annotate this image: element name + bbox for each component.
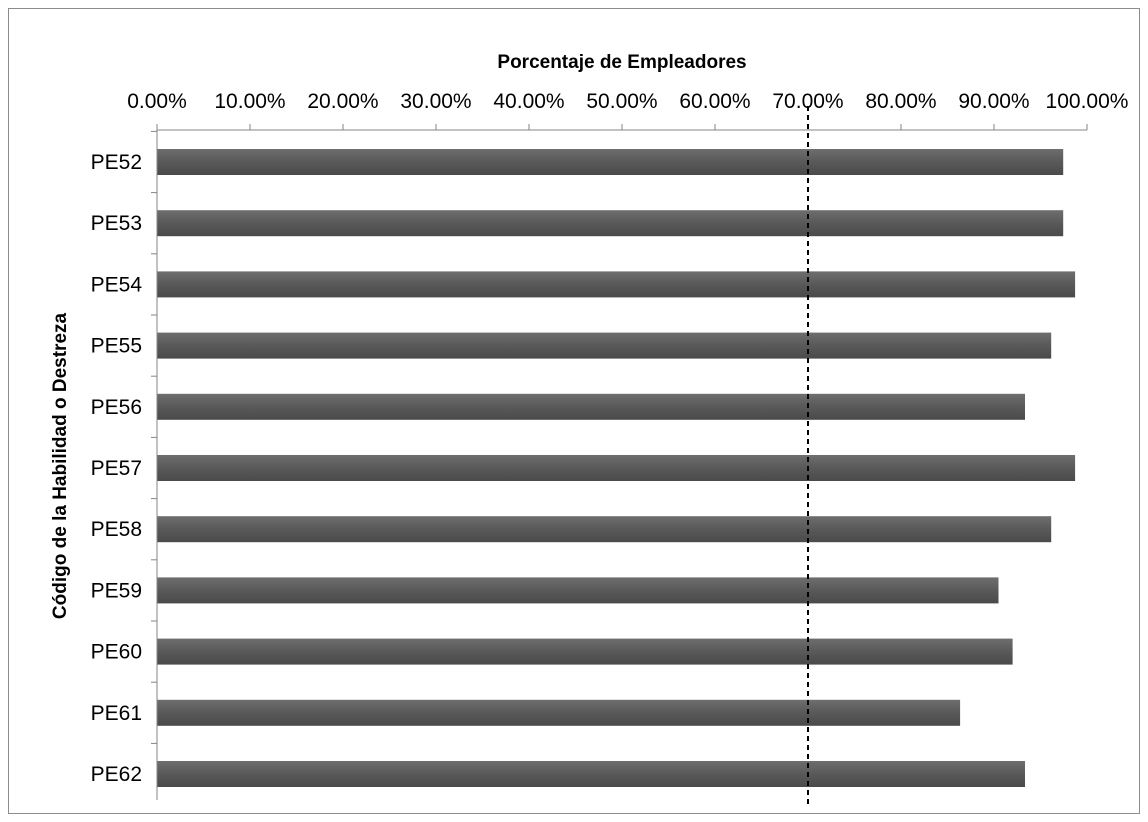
y-category-label: PE53 (91, 212, 142, 235)
bar-pe61 (157, 699, 961, 726)
x-tick-label: 20.00% (307, 90, 378, 113)
bar-pe60 (157, 638, 1013, 665)
chart-frame (8, 8, 1140, 814)
y-category-label: PE52 (91, 151, 142, 174)
y-category-label: PE56 (91, 396, 142, 419)
x-tick-label: 30.00% (400, 90, 471, 113)
bars-layer (157, 149, 1076, 787)
bar-pe57 (157, 455, 1076, 481)
x-tick-label: 100.00% (1046, 90, 1129, 113)
y-category-label: PE58 (91, 518, 142, 541)
bar-pe59 (157, 577, 999, 604)
bar-pe53 (157, 210, 1064, 237)
y-category-label: PE54 (91, 273, 143, 296)
y-category-label: PE59 (91, 579, 142, 602)
bar-pe55 (157, 332, 1052, 359)
bar-pe58 (157, 516, 1052, 543)
y-category-label: PE60 (91, 641, 142, 664)
bar-pe56 (157, 393, 1025, 420)
bar-pe52 (157, 149, 1064, 175)
y-category-label: PE55 (91, 335, 142, 358)
x-tick-label: 70.00% (772, 90, 843, 113)
y-category-label: PE61 (91, 702, 142, 725)
ticks-layer: 0.00% 10.00% 20.00% 30.00% 40.00% 50.00% 60.00… (127, 90, 1128, 130)
bar-pe62 (157, 761, 1025, 787)
x-tick-label: 0.00% (127, 90, 187, 113)
x-axis-title: Porcentaje de Empleadores (497, 52, 746, 73)
x-tick-label: 10.00% (214, 90, 285, 113)
category-labels: PE52 PE53 PE54 PE55 PE56 PE57 PE58 PE59 PE60 PE61… (91, 130, 157, 786)
y-category-label: PE57 (91, 457, 142, 480)
x-tick-label: 60.00% (679, 90, 750, 113)
y-category-label: PE62 (91, 763, 142, 786)
bar-pe54 (157, 271, 1076, 298)
x-tick-label: 80.00% (865, 90, 936, 113)
x-tick-label: 50.00% (586, 90, 657, 113)
x-tick-label: 90.00% (958, 90, 1029, 113)
y-axis-title: Código de la Habilidad o Destreza (50, 312, 71, 619)
x-tick-label: 40.00% (493, 90, 564, 113)
